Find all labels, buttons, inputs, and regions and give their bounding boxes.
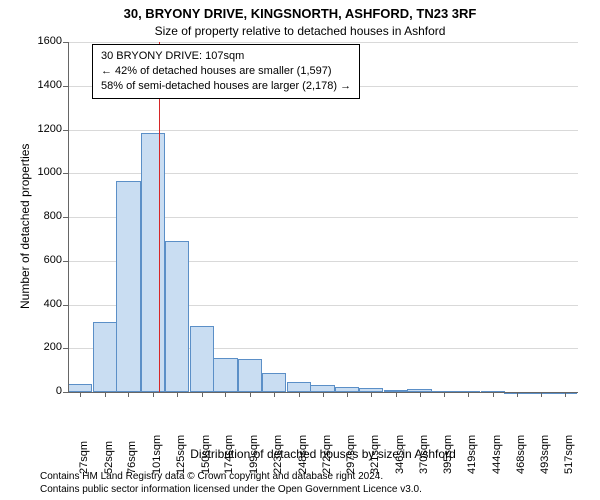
y-tick [63,261,68,262]
chart-title-main: 30, BRYONY DRIVE, KINGSNORTH, ASHFORD, T… [0,6,600,21]
y-tick-label: 800 [24,210,62,222]
y-tick-label: 0 [24,385,62,397]
x-tick-label: 248sqm [297,426,309,474]
chart-title-sub: Size of property relative to detached ho… [0,24,600,38]
x-tick [347,392,348,397]
x-tick [396,392,397,397]
x-tick-label: 419sqm [466,426,478,474]
annotation-line3: 58% of semi-detached houses are larger (… [101,79,351,94]
x-tick-label: 272sqm [321,426,333,474]
x-tick-label: 125sqm [175,426,187,474]
y-tick-label: 1400 [24,79,62,91]
y-tick [63,130,68,131]
y-tick [63,217,68,218]
x-tick-label: 370sqm [418,426,430,474]
x-tick [153,392,154,397]
annotation-line1: 30 BRYONY DRIVE: 107sqm [101,49,351,64]
histogram-bar [310,385,334,392]
x-tick [371,392,372,397]
y-tick-label: 1600 [24,35,62,47]
histogram-bar [141,133,165,392]
x-tick-label: 101sqm [151,426,163,474]
y-tick [63,42,68,43]
x-tick [541,392,542,397]
histogram-bar [262,373,286,392]
histogram-bar [190,326,214,392]
x-tick [493,392,494,397]
x-tick-label: 150sqm [200,426,212,474]
x-tick-label: 174sqm [223,426,235,474]
annotation-box: 30 BRYONY DRIVE: 107sqm ← 42% of detache… [92,44,360,99]
x-tick [225,392,226,397]
histogram-bar [238,359,262,392]
annotation-line2: ← 42% of detached houses are smaller (1,… [101,64,351,79]
x-tick-label: 468sqm [515,426,527,474]
x-tick [177,392,178,397]
x-tick [468,392,469,397]
x-tick [202,392,203,397]
x-tick-label: 346sqm [394,426,406,474]
y-tick-label: 1000 [24,166,62,178]
x-tick [250,392,251,397]
y-axis-line [68,42,69,392]
x-tick-label: 223sqm [272,426,284,474]
footer-line2: Contains public sector information licen… [40,483,422,496]
x-tick [80,392,81,397]
x-tick [274,392,275,397]
y-tick-label: 1200 [24,123,62,135]
x-tick [299,392,300,397]
gridline [68,130,578,131]
y-tick-label: 200 [24,341,62,353]
y-tick [63,392,68,393]
x-tick [128,392,129,397]
y-tick [63,305,68,306]
histogram-bar [93,322,117,392]
y-tick [63,348,68,349]
histogram-bar [68,384,92,392]
gridline [68,42,578,43]
x-tick-label: 395sqm [442,426,454,474]
x-tick-label: 199sqm [248,426,260,474]
x-tick [517,392,518,397]
x-tick-label: 52sqm [103,426,115,474]
y-tick-label: 400 [24,298,62,310]
x-tick [565,392,566,397]
y-tick-label: 600 [24,254,62,266]
x-tick-label: 517sqm [563,426,575,474]
histogram-bar [165,241,189,392]
x-tick [444,392,445,397]
histogram-bar [213,358,237,392]
x-tick-label: 321sqm [369,426,381,474]
histogram-bar [116,181,140,392]
x-tick [323,392,324,397]
histogram-bar [287,382,311,392]
y-tick [63,86,68,87]
x-tick [105,392,106,397]
x-tick-label: 297sqm [345,426,357,474]
y-tick [63,173,68,174]
x-tick [420,392,421,397]
chart-container: 30, BRYONY DRIVE, KINGSNORTH, ASHFORD, T… [0,0,600,500]
x-tick-label: 27sqm [78,426,90,474]
x-tick-label: 493sqm [539,426,551,474]
x-tick-label: 76sqm [126,426,138,474]
x-tick-label: 444sqm [491,426,503,474]
